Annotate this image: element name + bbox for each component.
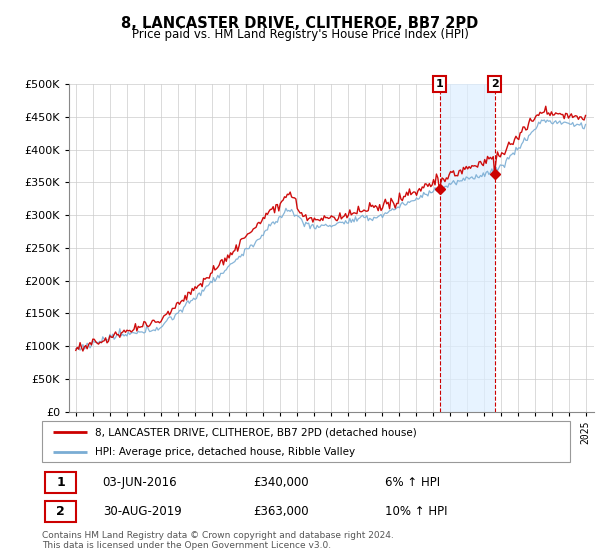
- Text: £363,000: £363,000: [253, 505, 309, 518]
- Text: 8, LANCASTER DRIVE, CLITHEROE, BB7 2PD (detached house): 8, LANCASTER DRIVE, CLITHEROE, BB7 2PD (…: [95, 427, 416, 437]
- Text: 6% ↑ HPI: 6% ↑ HPI: [385, 476, 440, 489]
- Text: 30-AUG-2019: 30-AUG-2019: [103, 505, 181, 518]
- Text: 1: 1: [56, 476, 65, 489]
- FancyBboxPatch shape: [44, 472, 76, 493]
- Text: 2: 2: [491, 79, 499, 89]
- Bar: [440, 84, 495, 412]
- Text: HPI: Average price, detached house, Ribble Valley: HPI: Average price, detached house, Ribb…: [95, 447, 355, 457]
- Text: Price paid vs. HM Land Registry's House Price Index (HPI): Price paid vs. HM Land Registry's House …: [131, 28, 469, 41]
- FancyBboxPatch shape: [44, 501, 76, 522]
- FancyBboxPatch shape: [42, 421, 570, 462]
- Text: 2: 2: [56, 505, 65, 518]
- Text: 1: 1: [436, 79, 443, 89]
- Text: 03-JUN-2016: 03-JUN-2016: [103, 476, 178, 489]
- Text: £340,000: £340,000: [253, 476, 309, 489]
- Text: 8, LANCASTER DRIVE, CLITHEROE, BB7 2PD: 8, LANCASTER DRIVE, CLITHEROE, BB7 2PD: [121, 16, 479, 31]
- Text: Contains HM Land Registry data © Crown copyright and database right 2024.
This d: Contains HM Land Registry data © Crown c…: [42, 531, 394, 550]
- Text: 10% ↑ HPI: 10% ↑ HPI: [385, 505, 448, 518]
